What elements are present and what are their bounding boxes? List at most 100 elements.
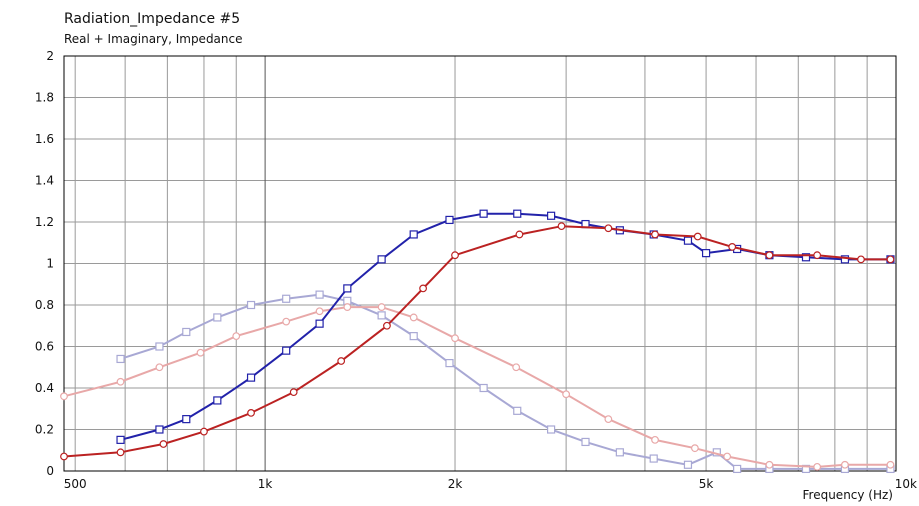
data-point xyxy=(479,383,488,393)
y-axis-ticks: 0 0.2 0.4 0.6 0.8 1 1.2 1.4 1.6 1.8 2 xyxy=(35,49,54,478)
y-tick-label: 0.2 xyxy=(35,423,54,437)
data-point xyxy=(116,377,125,386)
y-tick-label: 1.2 xyxy=(35,215,54,229)
data-point xyxy=(813,251,822,260)
data-point xyxy=(213,396,222,405)
data-point xyxy=(377,255,386,264)
y-tick-label: 0.6 xyxy=(35,340,54,354)
y-tick-label: 0.4 xyxy=(35,381,54,395)
data-point xyxy=(886,255,895,264)
data-point xyxy=(651,230,659,239)
y-tick-label: 2 xyxy=(46,49,54,63)
data-point xyxy=(562,390,571,399)
data-point xyxy=(840,255,850,264)
series-4 xyxy=(60,222,895,461)
data-point xyxy=(451,251,459,260)
data-point xyxy=(155,425,164,434)
data-point xyxy=(604,224,613,233)
data-point xyxy=(232,332,241,341)
data-point xyxy=(547,211,556,220)
data-point xyxy=(649,454,658,463)
data-point xyxy=(581,437,590,447)
data-point xyxy=(377,303,386,311)
series-3 xyxy=(116,209,895,444)
series-line xyxy=(63,225,891,458)
x-axis-label: Frequency (Hz) xyxy=(803,488,894,502)
data-point xyxy=(155,342,164,351)
data-point xyxy=(690,444,699,453)
data-point xyxy=(513,209,522,218)
series-layer xyxy=(60,209,895,474)
data-point xyxy=(116,448,125,457)
x-tick-label: 10k xyxy=(895,477,917,491)
data-point xyxy=(512,363,521,372)
data-point xyxy=(246,300,256,310)
data-point xyxy=(60,392,68,401)
data-point xyxy=(116,435,125,444)
data-point xyxy=(515,230,524,239)
y-tick-label: 1.8 xyxy=(35,91,54,105)
x-tick-label: 2k xyxy=(448,477,463,491)
plot-frame xyxy=(63,55,897,472)
data-point xyxy=(604,415,613,424)
x-tick-label: 5k xyxy=(699,477,714,491)
data-point xyxy=(445,215,454,225)
data-point xyxy=(693,232,702,241)
y-tick-label: 1.6 xyxy=(35,132,54,146)
data-point xyxy=(409,313,418,322)
data-point xyxy=(343,284,352,293)
x-tick-label: 1k xyxy=(258,477,273,491)
data-point xyxy=(683,460,693,469)
data-point xyxy=(159,440,168,448)
data-point xyxy=(247,409,255,417)
data-point xyxy=(733,464,742,474)
data-point xyxy=(182,415,191,424)
y-tick-label: 0.8 xyxy=(35,298,54,312)
data-point xyxy=(886,460,895,469)
data-point xyxy=(60,452,68,461)
data-point xyxy=(289,388,298,397)
data-point xyxy=(513,406,522,415)
data-point xyxy=(813,462,822,471)
data-point xyxy=(343,303,352,311)
data-point xyxy=(557,222,566,231)
data-point xyxy=(547,425,556,434)
data-point xyxy=(155,363,164,372)
data-point xyxy=(337,357,346,365)
data-point xyxy=(765,460,774,469)
data-point xyxy=(419,284,427,293)
data-point xyxy=(841,460,849,469)
series-1 xyxy=(116,290,895,474)
data-point xyxy=(315,290,324,299)
data-point xyxy=(182,327,191,337)
data-point xyxy=(765,251,774,260)
data-point xyxy=(377,311,386,320)
data-point xyxy=(315,319,324,328)
series-line xyxy=(120,293,891,470)
data-point xyxy=(723,452,732,461)
data-point xyxy=(409,332,418,341)
grid xyxy=(64,55,896,472)
data-point xyxy=(683,236,693,245)
data-point xyxy=(615,448,624,457)
data-point xyxy=(451,334,459,343)
data-point xyxy=(651,435,659,444)
data-point xyxy=(701,249,711,258)
y-tick-label: 0 xyxy=(46,464,54,478)
data-point xyxy=(479,209,488,218)
data-point xyxy=(315,307,324,316)
data-point xyxy=(857,255,865,264)
chart-title: Radiation_Impedance #5 xyxy=(64,11,241,27)
data-point xyxy=(200,427,208,436)
x-tick-label: 500 xyxy=(64,477,87,491)
data-point xyxy=(282,346,291,355)
data-point xyxy=(383,321,391,330)
y-tick-label: 1.4 xyxy=(35,174,54,188)
data-point xyxy=(728,242,737,251)
data-point xyxy=(445,359,454,368)
data-point xyxy=(116,354,125,364)
data-point xyxy=(213,313,222,322)
series-2 xyxy=(60,303,895,471)
data-point xyxy=(246,373,256,382)
